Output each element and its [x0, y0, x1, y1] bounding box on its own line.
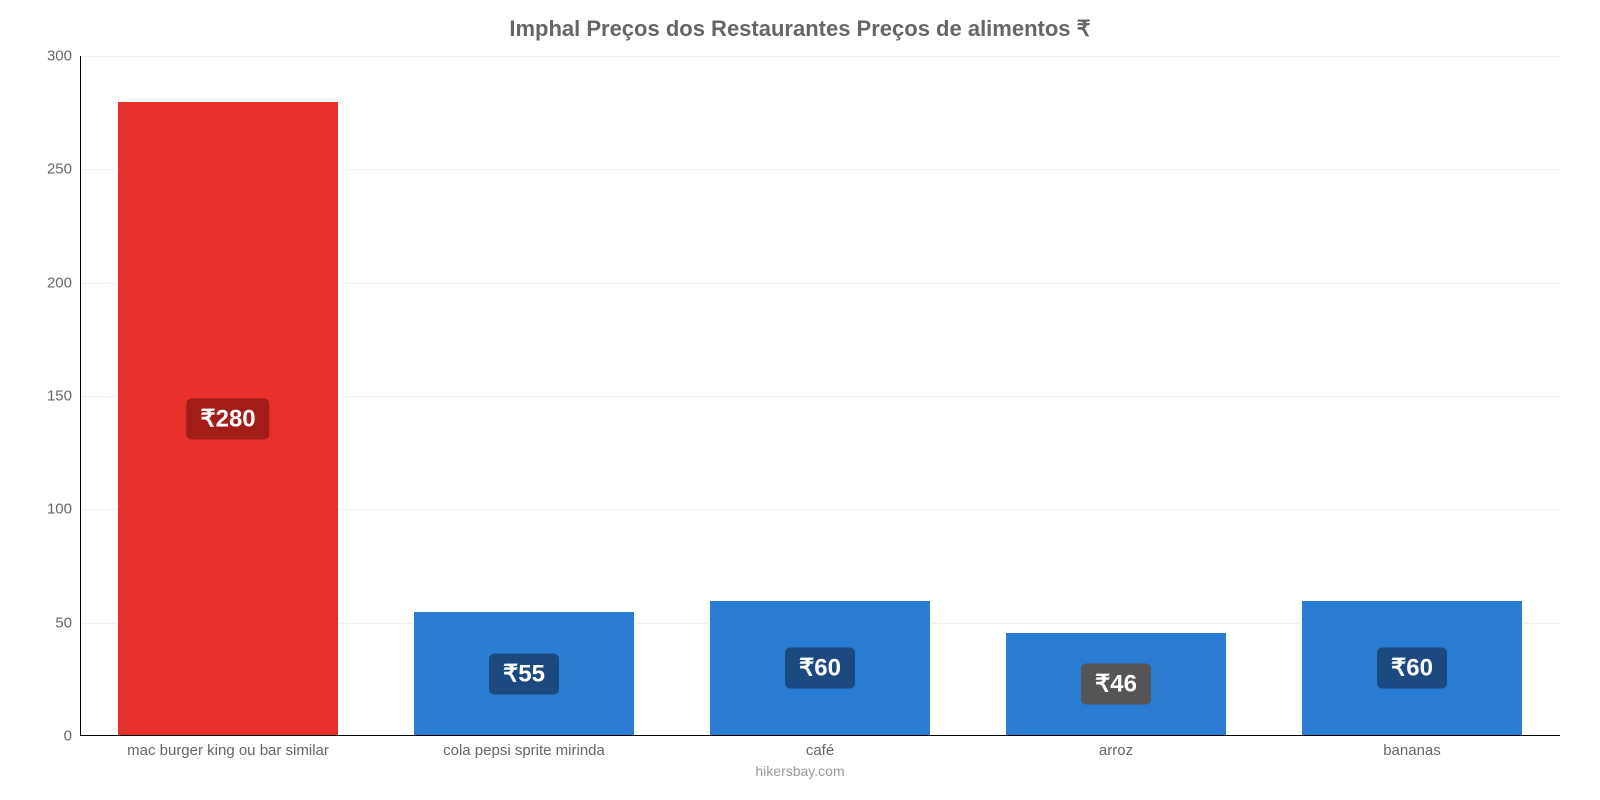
value-badge: ₹280	[186, 398, 269, 439]
plot-area: 050100150200250300 ₹280₹55₹60₹46₹60	[80, 56, 1560, 736]
bar: ₹60	[1301, 600, 1523, 736]
y-tick-label: 0	[64, 728, 80, 745]
value-badge: ₹46	[1081, 663, 1151, 704]
x-axis	[80, 735, 1560, 736]
x-axis-labels: mac burger king ou bar similarcola pepsi…	[80, 742, 1560, 759]
bar-slot: ₹55	[376, 56, 672, 736]
x-axis-label: mac burger king ou bar similar	[80, 742, 376, 759]
x-axis-label: bananas	[1264, 742, 1560, 759]
price-bar-chart: Imphal Preços dos Restaurantes Preços de…	[0, 0, 1600, 800]
y-tick-label: 50	[55, 614, 80, 631]
bar: ₹46	[1005, 632, 1227, 736]
y-axis	[80, 56, 81, 736]
bar-slot: ₹280	[80, 56, 376, 736]
bar-slot: ₹60	[672, 56, 968, 736]
bars-row: ₹280 ₹55 ₹60 ₹46 ₹60	[80, 56, 1560, 736]
x-axis-label: café	[672, 742, 968, 759]
value-badge: ₹60	[1377, 648, 1447, 689]
bar: ₹280	[117, 101, 339, 736]
y-tick-label: 250	[47, 161, 80, 178]
y-tick-label: 100	[47, 501, 80, 518]
bar: ₹55	[413, 611, 635, 736]
attribution: hikersbay.com	[30, 763, 1570, 779]
x-axis-label: arroz	[968, 742, 1264, 759]
bar: ₹60	[709, 600, 931, 736]
y-tick-label: 300	[47, 48, 80, 65]
y-tick-label: 150	[47, 388, 80, 405]
chart-title: Imphal Preços dos Restaurantes Preços de…	[30, 16, 1570, 42]
x-axis-label: cola pepsi sprite mirinda	[376, 742, 672, 759]
value-badge: ₹55	[489, 653, 559, 694]
bar-slot: ₹46	[968, 56, 1264, 736]
y-tick-label: 200	[47, 274, 80, 291]
bar-slot: ₹60	[1264, 56, 1560, 736]
value-badge: ₹60	[785, 648, 855, 689]
